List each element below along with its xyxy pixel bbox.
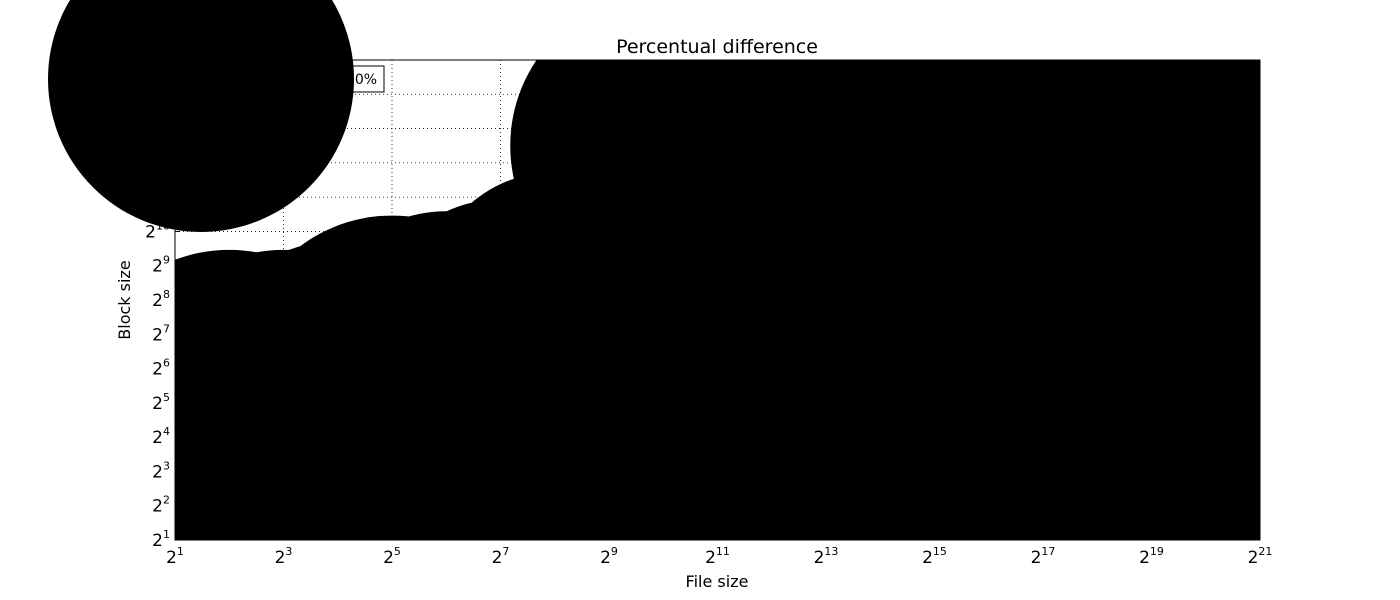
- data-points: [175, 60, 1260, 540]
- y-axis-label: Block size: [115, 260, 134, 339]
- data-point: [1107, 78, 1260, 385]
- legend-marker: [48, 0, 354, 232]
- x-axis-label: File size: [686, 572, 749, 591]
- legend: 100%: [48, 0, 385, 232]
- chart-title: Percentual difference: [616, 36, 818, 58]
